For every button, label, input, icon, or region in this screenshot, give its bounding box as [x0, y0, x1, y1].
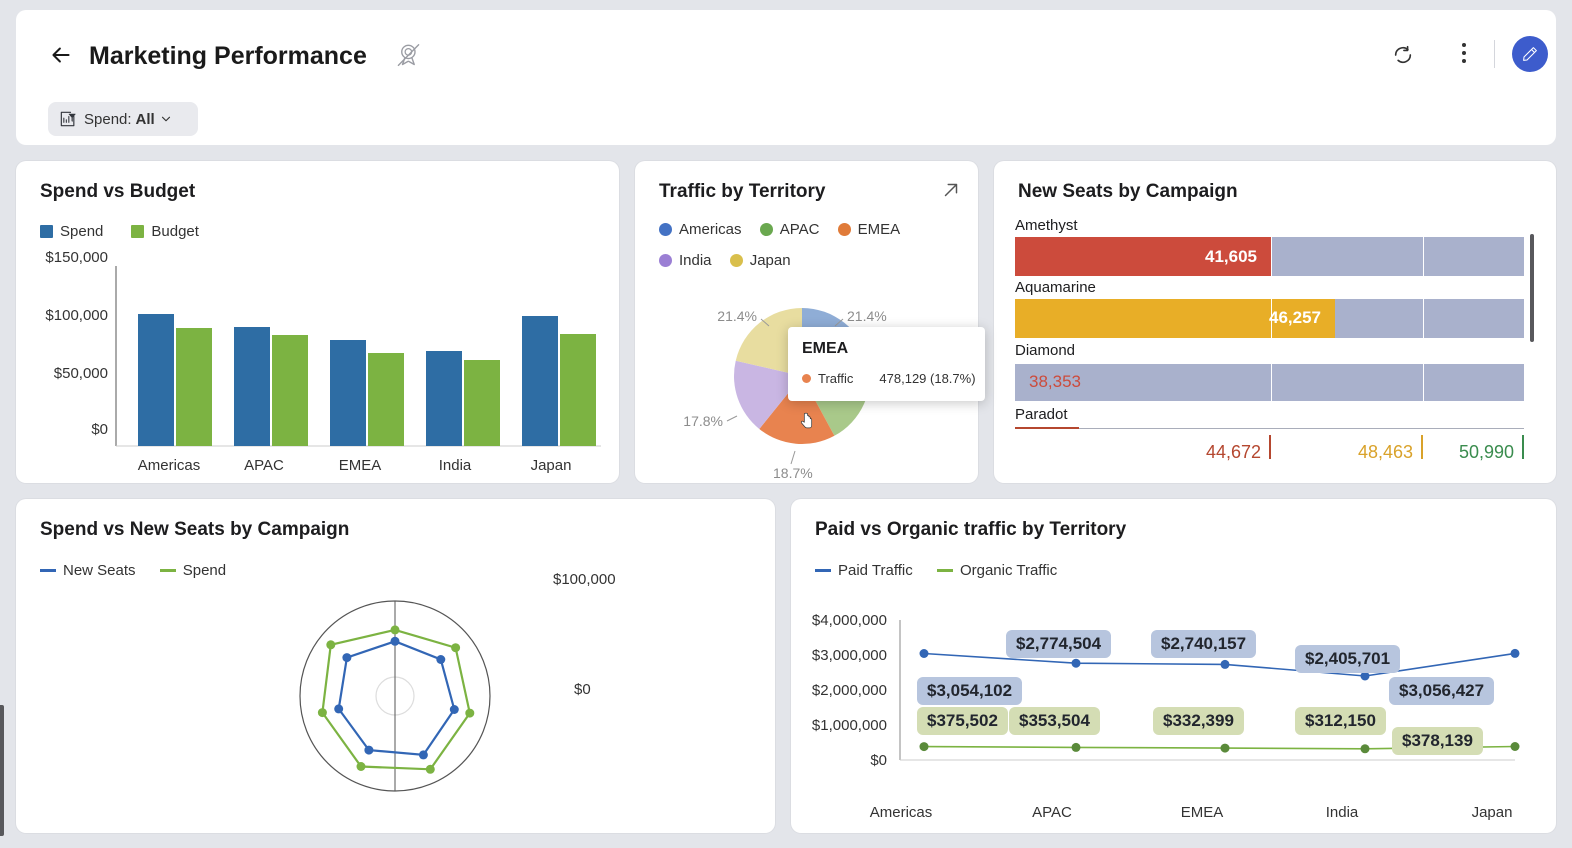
svg-text:18.7%: 18.7% [773, 465, 813, 481]
svg-text:21.4%: 21.4% [717, 308, 757, 324]
svg-text:21.4%: 21.4% [847, 308, 887, 324]
svg-text:17.8%: 17.8% [683, 413, 723, 429]
